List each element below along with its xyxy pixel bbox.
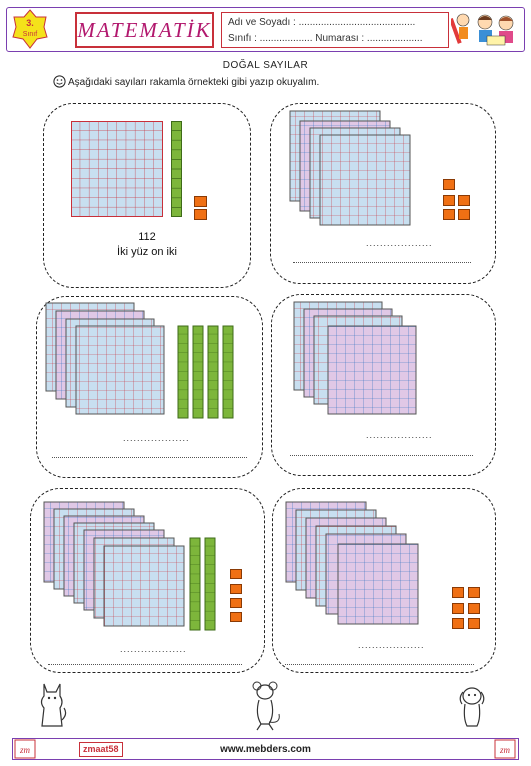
hundred-stack xyxy=(293,301,417,415)
one-cube xyxy=(194,196,207,207)
footer-site-link[interactable]: www.mebders.com xyxy=(220,744,311,755)
hundred-stack xyxy=(45,302,165,415)
hundred-block xyxy=(71,121,163,217)
one-cube xyxy=(230,598,242,608)
panel-2 xyxy=(270,103,496,284)
panel-3 xyxy=(36,296,263,478)
one-cube xyxy=(458,209,470,220)
panel-example xyxy=(43,103,251,288)
ten-rod xyxy=(171,121,182,217)
one-cube xyxy=(452,618,464,629)
one-cube xyxy=(452,603,464,614)
grade-number: 3. xyxy=(26,18,34,28)
smiley-icon xyxy=(53,75,66,88)
subject-title: MATEMATİK xyxy=(77,17,212,42)
answer-words-blank[interactable] xyxy=(52,457,247,458)
one-cube xyxy=(194,209,207,220)
example-words: İki yüz on iki xyxy=(117,246,177,258)
grade-badge: 3. Sınıf xyxy=(12,9,48,49)
dog-icon xyxy=(459,687,485,727)
answer-number-blank[interactable]: ................... xyxy=(358,640,425,650)
corner-right-text: zm xyxy=(499,745,511,755)
mouse-icon xyxy=(252,681,280,731)
one-cube xyxy=(468,618,480,629)
one-cube xyxy=(452,587,464,598)
hundred-stack xyxy=(289,110,411,226)
subject-title-box: MATEMATİK xyxy=(75,12,214,48)
section-title: DOĞAL SAYILAR xyxy=(222,60,309,71)
ten-rods xyxy=(189,537,216,631)
answer-number-blank[interactable]: ................... xyxy=(120,644,187,654)
one-cube xyxy=(230,612,242,622)
ten-rods xyxy=(177,325,234,419)
hundred-stack xyxy=(285,501,419,625)
one-cube xyxy=(230,584,242,594)
instruction-text: Aşağıdaki sayıları rakamla örnekteki gib… xyxy=(68,77,320,88)
panel-6 xyxy=(272,488,496,673)
panel-5 xyxy=(30,488,265,673)
answer-words-blank[interactable] xyxy=(48,664,242,665)
one-cube xyxy=(443,179,455,190)
corner-mark-left: zm xyxy=(14,739,36,761)
one-cube xyxy=(468,603,480,614)
answer-number-blank[interactable]: ................... xyxy=(366,238,433,248)
cat-icon xyxy=(40,683,67,727)
one-cube xyxy=(443,195,455,206)
footer-author-tag: zmaat58 xyxy=(79,742,123,757)
worksheet-header xyxy=(6,7,525,52)
class-number-field[interactable]: Sınıfı : ................... Numarası : … xyxy=(228,33,423,44)
kids-reading-icon xyxy=(451,13,514,46)
example-number: 112 xyxy=(138,231,156,243)
answer-words-blank[interactable] xyxy=(293,262,471,263)
answer-words-blank[interactable] xyxy=(290,455,473,456)
one-cube xyxy=(458,195,470,206)
answer-number-blank[interactable]: ................... xyxy=(366,430,433,440)
answer-words-blank[interactable] xyxy=(285,664,474,665)
footer-bar xyxy=(12,738,519,760)
grade-label: Sınıf xyxy=(23,31,37,38)
one-cube xyxy=(230,569,242,579)
one-cube xyxy=(443,209,455,220)
one-cube xyxy=(468,587,480,598)
student-info-box: Adı ve Soyadı : ........................… xyxy=(221,12,449,48)
answer-number-blank[interactable]: ................... xyxy=(123,433,190,443)
corner-left-text: zm xyxy=(19,745,31,755)
corner-mark-right: zm xyxy=(494,739,516,761)
panel-4 xyxy=(271,294,496,476)
hundred-stack xyxy=(43,501,185,627)
name-field[interactable]: Adı ve Soyadı : ........................… xyxy=(228,17,416,28)
